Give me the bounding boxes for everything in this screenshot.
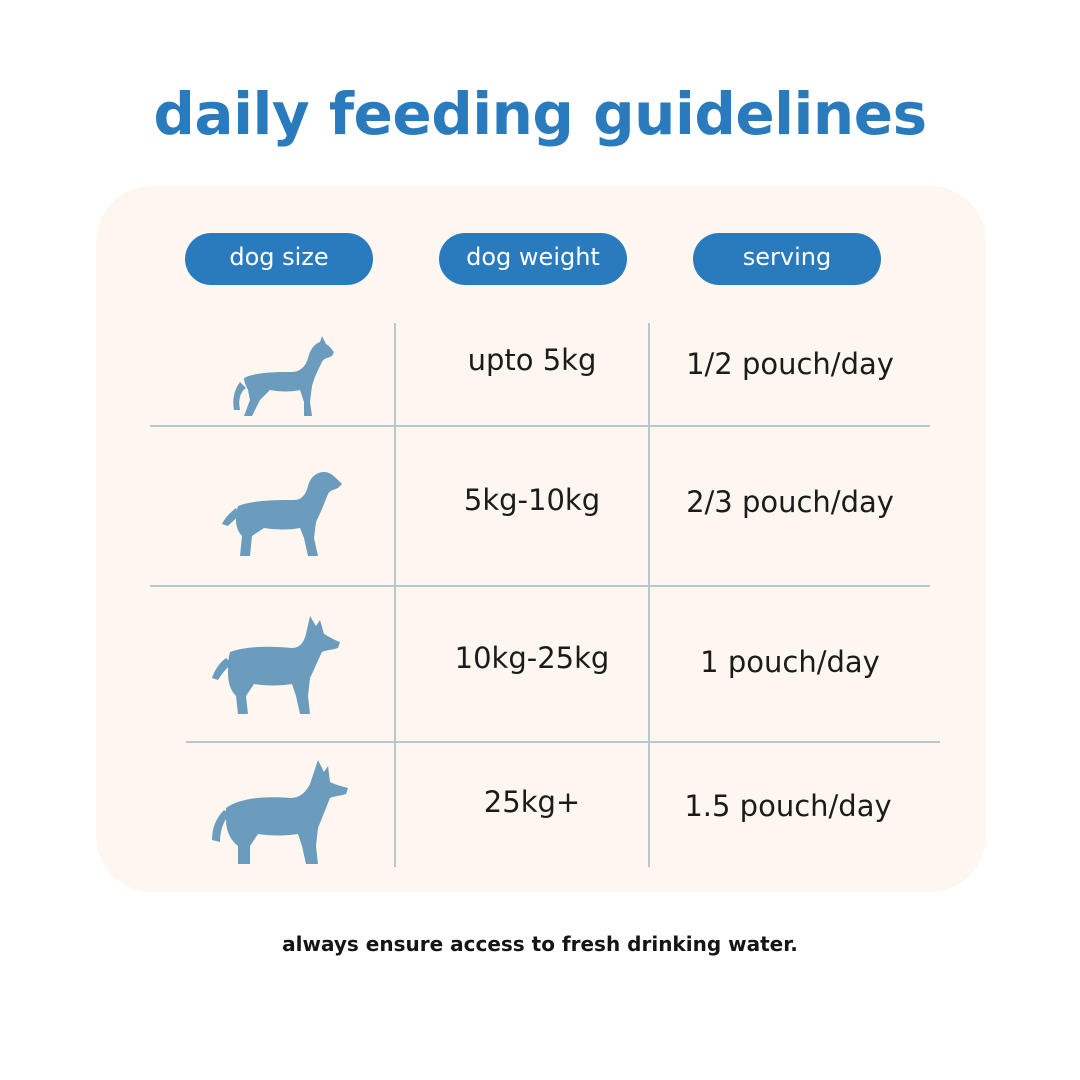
serving-cell: 1.5 pouch/day <box>684 789 892 823</box>
column-divider <box>648 323 650 867</box>
weight-cell: 25kg+ <box>483 785 581 819</box>
medium-dog-icon <box>222 472 342 556</box>
serving-cell: 1/2 pouch/day <box>686 347 894 381</box>
small-dog-icon <box>233 336 334 416</box>
weight-cell: 5kg-10kg <box>463 483 601 517</box>
column-divider <box>394 323 396 867</box>
serving-cell: 1 pouch/day <box>700 645 880 679</box>
row-divider <box>150 425 930 427</box>
footer-note: always ensure access to fresh drinking w… <box>282 932 798 956</box>
weight-cell: upto 5kg <box>467 343 597 377</box>
extra-large-dog-icon <box>212 760 348 864</box>
header-serving: serving <box>693 233 881 285</box>
large-dog-icon <box>212 616 340 714</box>
feeding-table-card: dog size dog weight serving upto 5kg 1/2… <box>96 186 986 892</box>
header-dog-weight: dog weight <box>439 233 627 285</box>
weight-cell: 10kg-25kg <box>454 641 610 675</box>
row-divider <box>186 741 940 743</box>
page-title: daily feeding guidelines <box>153 80 927 148</box>
header-dog-size: dog size <box>185 233 373 285</box>
serving-cell: 2/3 pouch/day <box>686 485 894 519</box>
row-divider <box>150 585 930 587</box>
